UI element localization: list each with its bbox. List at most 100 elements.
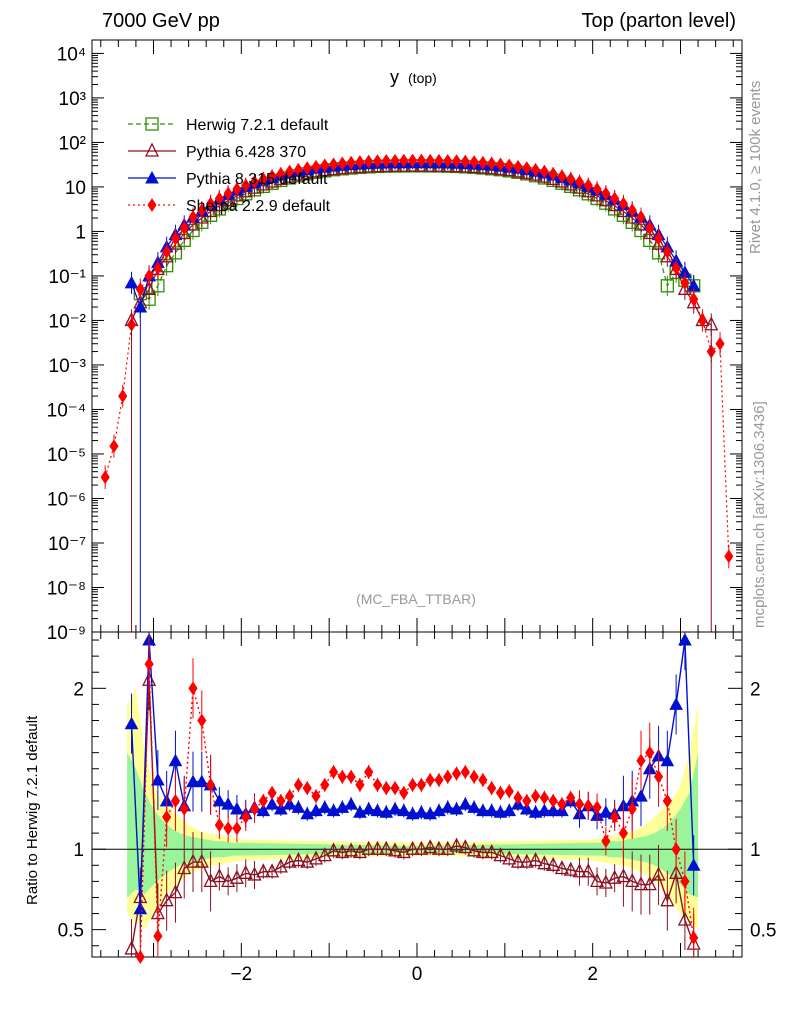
- ratio-data-point: [168, 753, 183, 767]
- ratio-data-point: [484, 803, 499, 817]
- ratio-data-point: [185, 853, 201, 868]
- ratio-data-point: [451, 766, 462, 781]
- ratio-data-point: [592, 800, 602, 815]
- ratio-data-point: [653, 769, 664, 784]
- ratio-data-point: [144, 657, 154, 672]
- ratio-data-point: [282, 797, 297, 810]
- ratio-data-point: [510, 853, 526, 868]
- main-data-point: [478, 155, 488, 170]
- main-data-point: [539, 164, 549, 179]
- ratio-series-line: [139, 664, 695, 958]
- ratio-data-point: [651, 866, 666, 881]
- ratio-data-point: [616, 868, 631, 883]
- ratio-data-point: [282, 853, 297, 868]
- ratio-data-point: [627, 802, 637, 816]
- ratio-data-point: [188, 681, 198, 696]
- ratio-data-point: [546, 803, 560, 817]
- main-data-point: [610, 191, 620, 206]
- main-data-point: [642, 225, 657, 240]
- main-data-point: [223, 186, 233, 201]
- ratio-data-point: [440, 800, 455, 813]
- legend-entry-label: Herwig 7.2.1 default: [186, 117, 329, 134]
- main-data-point: [645, 221, 655, 235]
- ratio-data-point: [519, 853, 534, 868]
- ratio-data-point: [344, 797, 358, 810]
- ratio-data-point: [504, 784, 514, 799]
- main-data-point: [372, 154, 383, 169]
- ratio-data-point: [583, 798, 593, 813]
- main-data-point: [364, 154, 374, 169]
- main-y-tick-label: 10⁻¹: [49, 267, 87, 288]
- ratio-data-point: [416, 777, 426, 792]
- ratio-data-point: [669, 697, 683, 710]
- ratio-data-point: [530, 789, 541, 804]
- main-data-point: [109, 439, 119, 454]
- ratio-data-point: [232, 821, 242, 836]
- main-y-tick-label: 10³: [59, 89, 86, 110]
- ratio-data-point: [308, 850, 324, 865]
- ratio-data-point: [337, 769, 347, 784]
- ratio-x-tick-label: −2: [230, 964, 252, 985]
- ratio-data-point: [241, 810, 251, 824]
- ratio-data-point: [361, 801, 376, 815]
- ratio-plot-area: 0.5 0.5 1 1 2 2 −2 0 2: [58, 631, 776, 985]
- main-y-tick-label: 10⁻⁴: [47, 400, 86, 421]
- ratio-data-point: [484, 843, 499, 859]
- ratio-y-tick-label-right: 2: [750, 679, 761, 700]
- main-data-point: [118, 389, 128, 403]
- ratio-data-point: [256, 863, 271, 878]
- ratio-data-point: [537, 855, 552, 870]
- ratio-data-point: [355, 777, 365, 792]
- ratio-data-point: [124, 940, 139, 955]
- ratio-data-point: [677, 911, 692, 926]
- main-data-point: [513, 159, 523, 174]
- main-data-point: [179, 221, 189, 235]
- ratio-data-point: [662, 794, 672, 808]
- ratio-data-point: [487, 781, 497, 795]
- ratio-y-tick-label-left: 0.5: [58, 921, 84, 942]
- ratio-data-point: [557, 797, 567, 812]
- legend-entry-label: Pythia 8.315 default: [186, 171, 328, 188]
- main-data-point: [151, 279, 165, 293]
- ratio-data-point: [135, 950, 145, 964]
- ratio-series-line: [130, 639, 695, 909]
- ratio-plot-frame: [91, 631, 743, 958]
- main-data-point: [460, 154, 470, 169]
- ratio-data-point: [537, 803, 552, 817]
- ratio-data-point: [502, 850, 517, 865]
- ratio-data-point: [370, 840, 385, 855]
- ratio-data-point: [170, 794, 181, 808]
- main-data-point: [302, 161, 312, 176]
- main-data-point: [724, 549, 734, 564]
- legend-marker: [145, 170, 159, 184]
- main-y-tick-label: 10⁻⁷: [48, 534, 86, 555]
- ratio-data-point: [247, 866, 262, 881]
- header-energy-label: 7000 GeV pp: [102, 10, 220, 32]
- ratio-data-point: [370, 803, 385, 817]
- ratio-data-point: [434, 773, 444, 787]
- main-data-point: [267, 169, 277, 184]
- main-data-point: [633, 216, 649, 231]
- main-data-point: [416, 153, 426, 168]
- ratio-data-point: [335, 843, 350, 859]
- ratio-data-point: [194, 853, 209, 868]
- ratio-data-point: [660, 892, 675, 907]
- main-data-point: [232, 182, 242, 197]
- main-series-line: [130, 165, 712, 326]
- legend-entry-label: Pythia 6.428 370: [186, 144, 306, 161]
- main-data-point: [530, 162, 541, 177]
- ratio-data-point: [302, 781, 312, 795]
- ratio-data-point: [320, 777, 330, 792]
- main-data-point: [197, 203, 207, 218]
- legend-marker: [147, 198, 157, 212]
- main-data-point: [346, 155, 356, 170]
- ratio-data-point: [238, 864, 253, 879]
- ratio-y-tick-label-left: 1: [73, 840, 84, 861]
- legend: Herwig 7.2.1 default Pythia 6.428 370 Pyth…: [128, 117, 331, 215]
- main-data-point: [616, 203, 631, 218]
- main-data-point: [258, 172, 268, 186]
- ratio-data-point: [276, 794, 286, 808]
- ratio-data-point: [291, 852, 306, 867]
- ratio-series-2: [135, 634, 699, 964]
